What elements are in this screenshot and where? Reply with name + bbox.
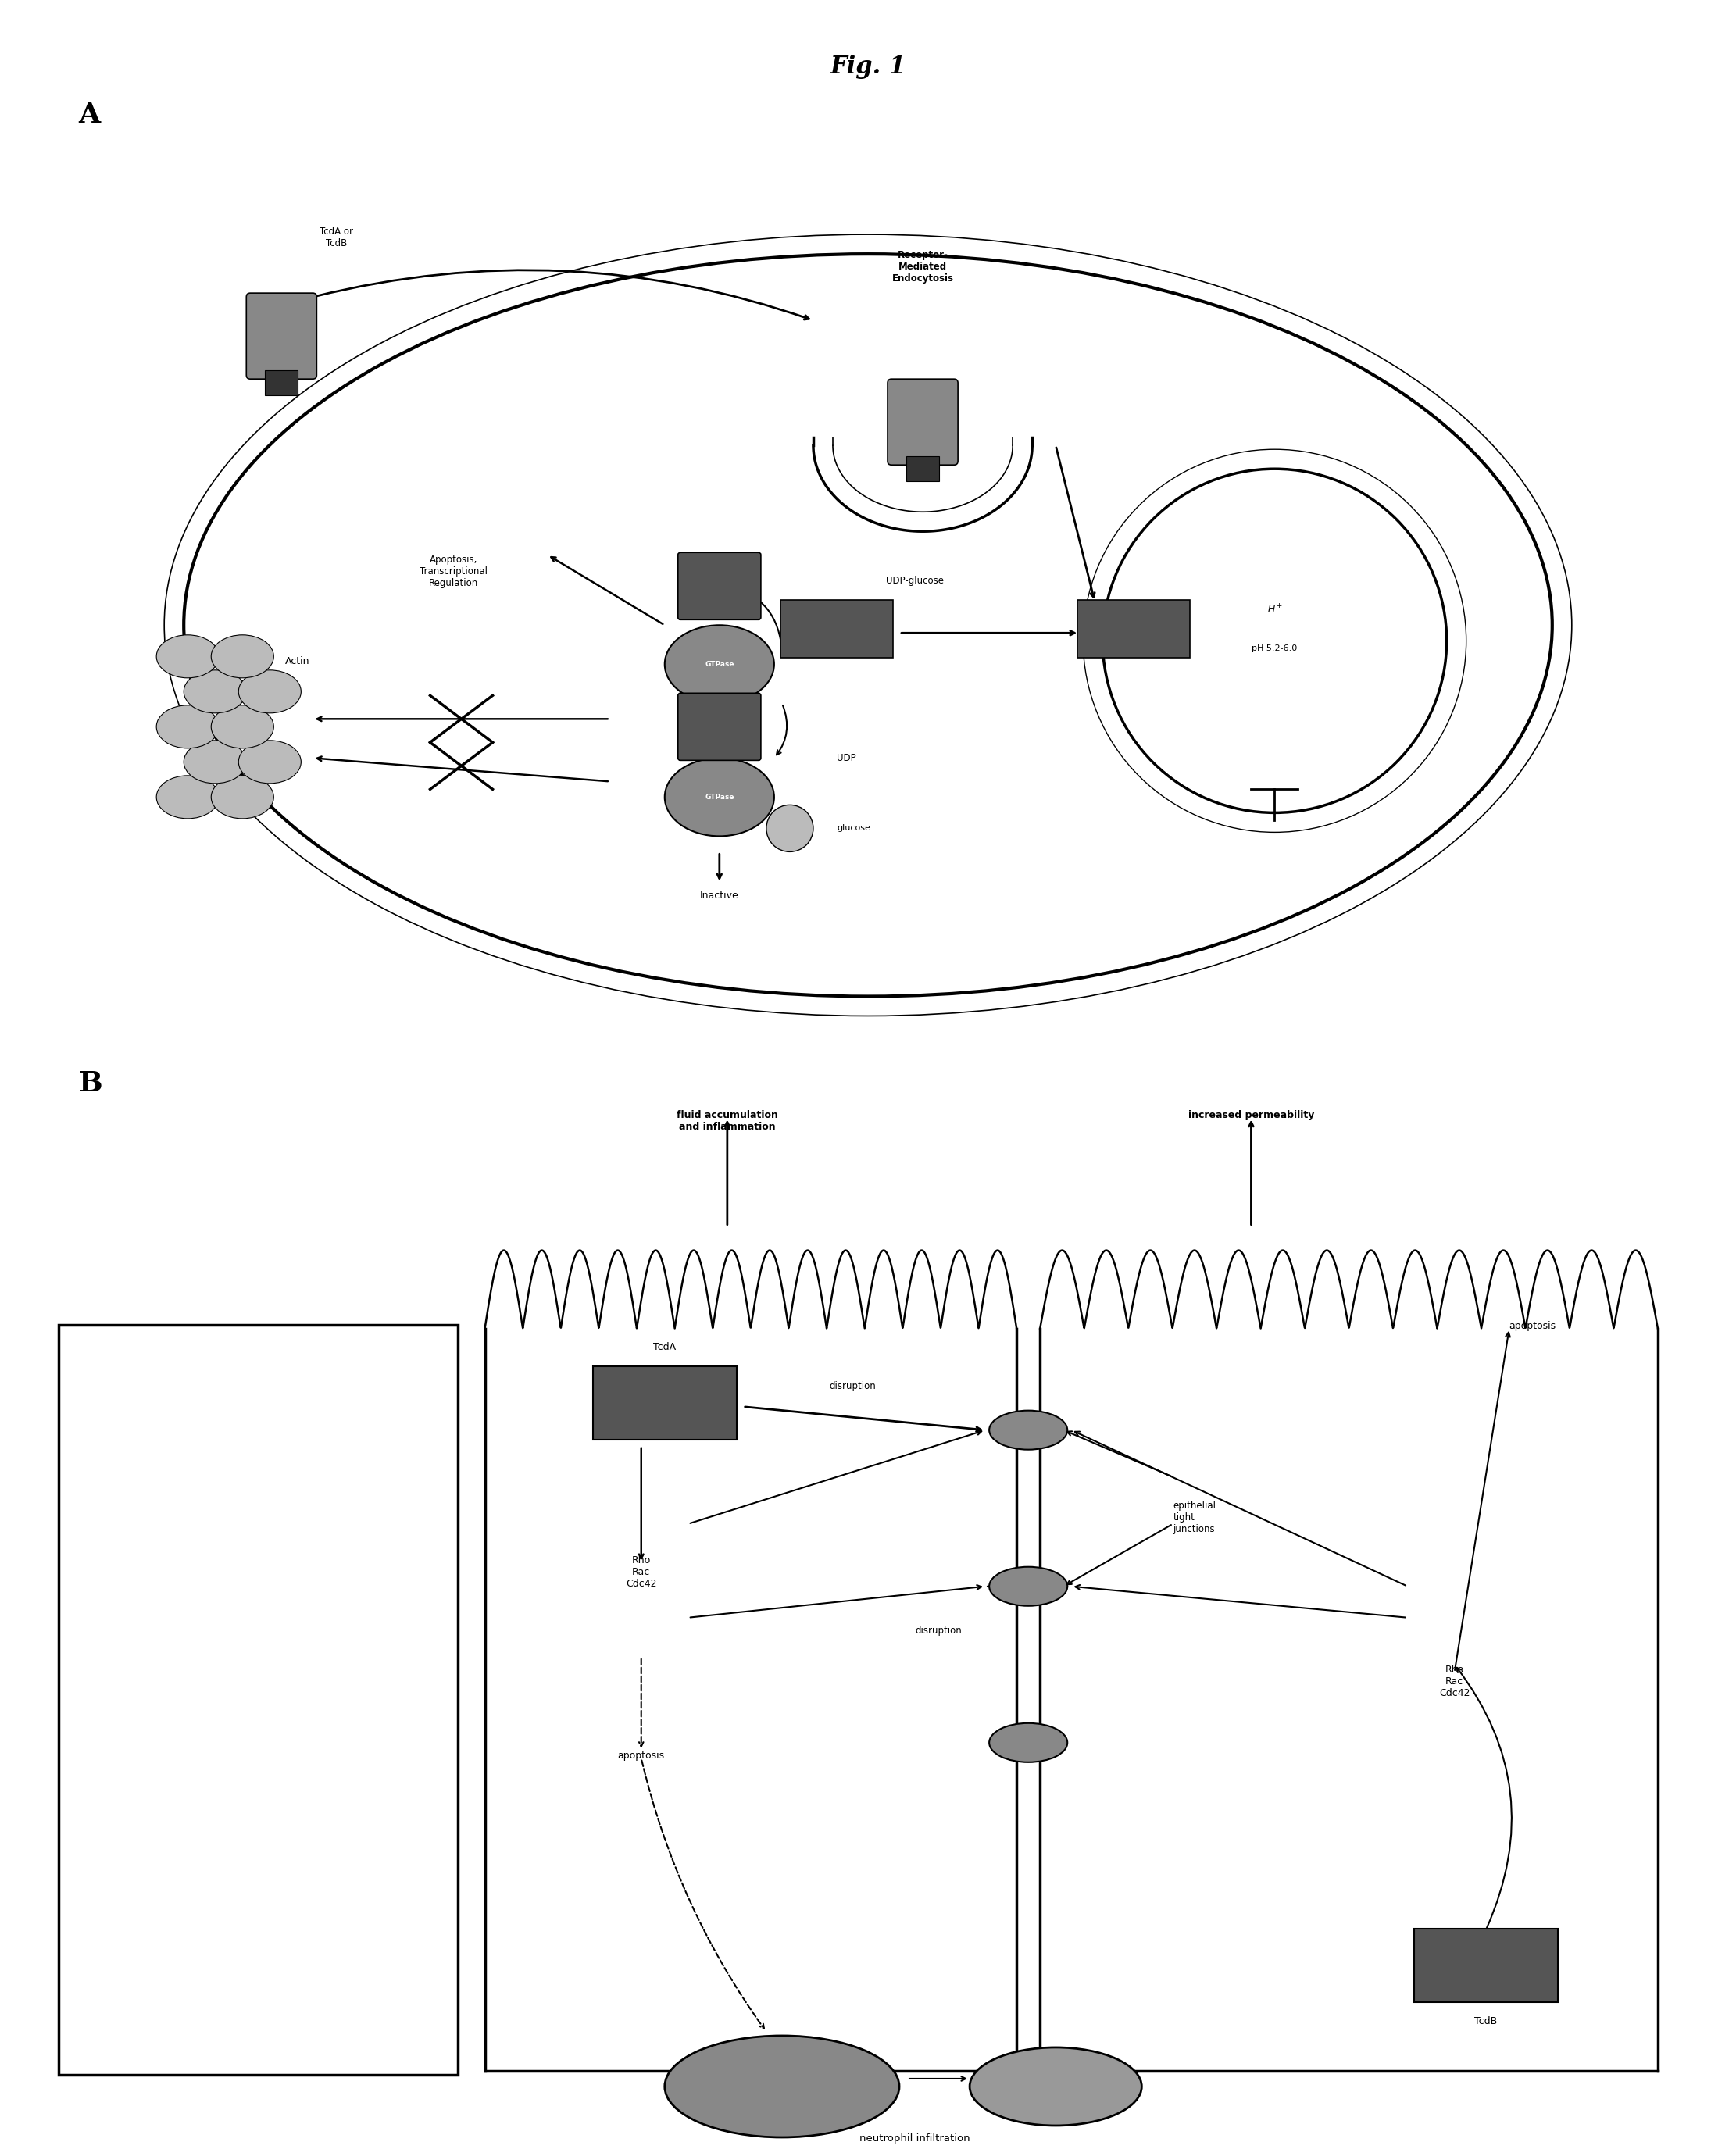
Text: -cytokines-
-chemokines-
-reactive oxygen
intermediates-: -cytokines- -chemokines- -reactive oxyge…	[217, 1537, 299, 1582]
Text: Fig. 1: Fig. 1	[830, 54, 906, 80]
Text: Actin: Actin	[285, 655, 309, 666]
Text: increased permeability: increased permeability	[1187, 1109, 1314, 1120]
Ellipse shape	[990, 1567, 1068, 1605]
Ellipse shape	[184, 741, 247, 784]
Ellipse shape	[990, 1410, 1068, 1451]
Text: Rho
Rac
Cdc42: Rho Rac Cdc42	[1439, 1665, 1470, 1698]
Text: glucose: glucose	[837, 825, 870, 832]
Text: Other TcdA
Effects: Other TcdA Effects	[217, 1367, 299, 1397]
FancyBboxPatch shape	[679, 694, 760, 761]
Text: Inactive: Inactive	[700, 892, 740, 900]
Text: H$^+$: H$^+$	[1267, 604, 1283, 615]
Circle shape	[766, 806, 812, 851]
Ellipse shape	[665, 625, 774, 703]
FancyBboxPatch shape	[1413, 1928, 1557, 2003]
Text: apoptosis: apoptosis	[1509, 1322, 1555, 1330]
Text: Rho
Rac
Cdc42: Rho Rac Cdc42	[625, 1556, 656, 1588]
FancyBboxPatch shape	[247, 292, 316, 378]
Ellipse shape	[665, 759, 774, 836]
FancyBboxPatch shape	[1078, 600, 1191, 658]
Text: Neuronal Cells: Neuronal Cells	[214, 1728, 302, 1739]
Text: GTPase: GTPase	[705, 660, 734, 668]
Text: UDP: UDP	[837, 752, 856, 763]
Text: Receptor-
Mediated
Endocytosis: Receptor- Mediated Endocytosis	[892, 249, 953, 284]
Text: Inflammatory Cells: Inflammatory Cells	[200, 1509, 316, 1519]
Ellipse shape	[212, 634, 274, 677]
Ellipse shape	[238, 670, 300, 713]
Ellipse shape	[238, 741, 300, 784]
Text: disruption: disruption	[830, 1382, 875, 1390]
Ellipse shape	[970, 2048, 1142, 2125]
Text: GTPase: GTPase	[705, 793, 734, 802]
Ellipse shape	[156, 776, 219, 819]
Text: B: B	[78, 1070, 102, 1098]
Text: Apoptosis,
Transcriptional
Regulation: Apoptosis, Transcriptional Regulation	[420, 554, 488, 589]
Ellipse shape	[665, 2035, 899, 2138]
Ellipse shape	[212, 705, 274, 748]
Ellipse shape	[990, 1723, 1068, 1762]
Text: pH 5.2-6.0: pH 5.2-6.0	[1252, 645, 1297, 653]
Ellipse shape	[156, 705, 219, 748]
Text: apoptosis: apoptosis	[618, 1751, 665, 1760]
FancyBboxPatch shape	[266, 370, 299, 395]
Ellipse shape	[184, 670, 247, 713]
Text: disruption: disruption	[915, 1625, 962, 1635]
FancyBboxPatch shape	[59, 1324, 458, 2074]
Text: epithelial
tight
junctions: epithelial tight junctions	[1174, 1500, 1215, 1534]
Text: neutrophil infiltration: neutrophil infiltration	[859, 2134, 970, 2143]
FancyBboxPatch shape	[906, 456, 939, 481]
Text: TcdA or
TcdB: TcdA or TcdB	[319, 226, 352, 249]
FancyBboxPatch shape	[887, 378, 958, 464]
Text: UDP-glucose: UDP-glucose	[885, 576, 944, 587]
FancyBboxPatch shape	[679, 552, 760, 619]
Text: TcdB: TcdB	[1474, 2016, 1496, 2027]
Ellipse shape	[212, 776, 274, 819]
Text: A: A	[78, 101, 101, 129]
Text: TcdA: TcdA	[653, 1341, 675, 1352]
Text: fluid accumulation
and inflammation: fluid accumulation and inflammation	[677, 1109, 778, 1133]
Text: -substance P-: -substance P-	[226, 1758, 292, 1769]
FancyBboxPatch shape	[592, 1367, 736, 1440]
FancyBboxPatch shape	[781, 600, 892, 658]
Ellipse shape	[156, 634, 219, 677]
